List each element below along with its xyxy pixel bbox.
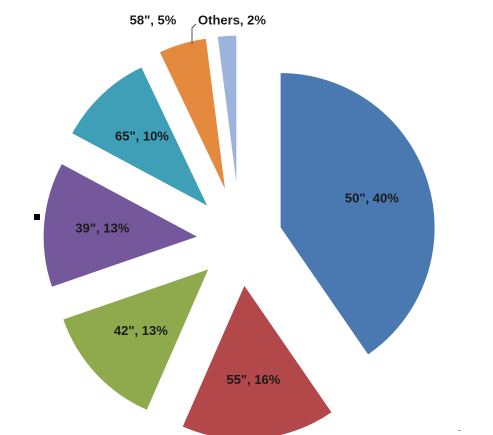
pie-slice-1 [181,283,333,435]
pie-slices [42,34,436,435]
leader-lines [191,23,197,44]
slice-label-0: 50", 40% [345,190,399,205]
pie-slice-3 [42,162,200,289]
slice-label-3: 39", 13% [75,220,129,235]
leader-line-others [191,23,197,44]
pie-slice-4 [70,66,210,208]
slice-labels: 50", 40% 55", 16% 42", 13% 39", 13% 65", 10%… [75,12,399,386]
pie-slice-0 [279,72,436,356]
slice-label-5: 58", 5% [130,12,177,27]
legend-marker [34,214,40,220]
slice-label-6: Others, 2% [198,12,266,27]
slice-label-2: 42", 13% [114,323,168,338]
slice-label-1: 55", 16% [226,372,280,387]
slice-label-4: 65", 10% [115,129,169,144]
pie-slice-2 [62,267,211,412]
corner-mark [458,430,461,431]
pie-slice-5 [158,37,227,193]
pie-slice-6 [216,34,238,191]
